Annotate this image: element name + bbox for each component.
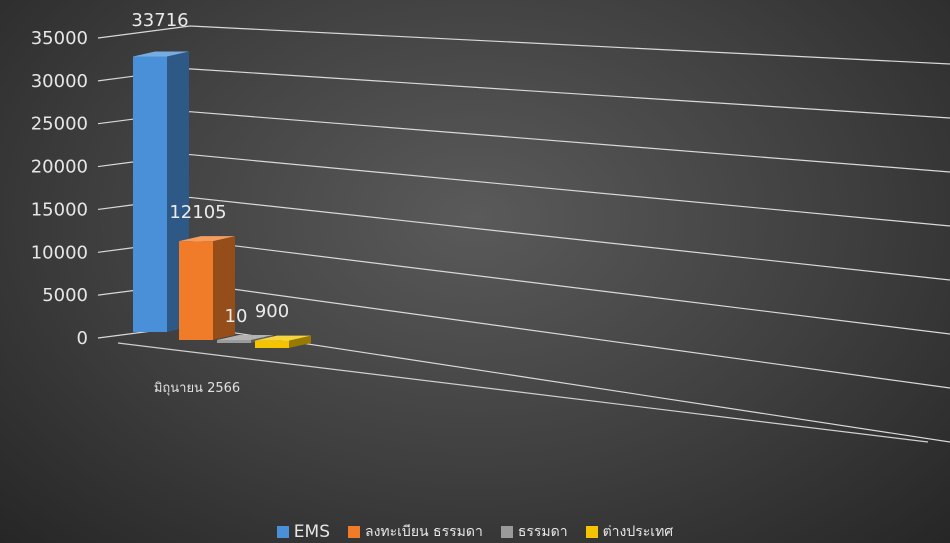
gridline <box>189 25 950 65</box>
bar-top <box>255 335 311 341</box>
y-tick-label: 30000 <box>31 71 88 92</box>
gridlines: 0 5000 10000 15000 20000 25000 30000 35000 <box>31 25 950 443</box>
legend: EMS ลงทะเบียน ธรรมดา ธรรมดา ต่างประเทศ <box>0 522 950 542</box>
y-tick-label: 20000 <box>31 157 88 178</box>
bar-front <box>217 340 251 343</box>
y-tick-label: 35000 <box>31 28 88 49</box>
gridline <box>189 68 950 119</box>
legend-item-registered: ลงทะเบียน ธรรมดา <box>347 521 483 543</box>
gridline <box>189 153 950 227</box>
legend-label-ems: EMS <box>293 522 330 542</box>
bar-side <box>289 335 311 348</box>
x-tick-label: มิถุนายน 2566 <box>154 381 240 396</box>
legend-item-ordinary: ธรรมดา <box>500 521 568 543</box>
legend-swatch-registered <box>347 526 360 538</box>
legend-swatch-ordinary <box>500 526 513 538</box>
y-tick-label: 0 <box>77 328 88 349</box>
bars <box>133 51 311 348</box>
y-tick-label: 15000 <box>31 199 88 220</box>
data-label: 12105 <box>169 202 226 223</box>
legend-item-international: ต่างประเทศ <box>585 521 674 543</box>
bar-front <box>133 56 167 332</box>
bar-top <box>179 236 235 242</box>
gridline <box>189 325 950 443</box>
bar-top <box>133 51 189 57</box>
gridline <box>189 239 950 335</box>
y-tick-label: 25000 <box>31 114 88 135</box>
legend-label-ordinary: ธรรมดา <box>517 524 568 540</box>
legend-swatch-international <box>585 526 598 538</box>
bar-side <box>213 236 235 340</box>
legend-label-registered: ลงทะเบียน ธรรมดา <box>364 524 483 540</box>
data-label: 900 <box>255 301 289 322</box>
gridline <box>189 282 950 389</box>
bar-top <box>217 335 273 340</box>
bar-front <box>255 340 289 348</box>
legend-item-ems: EMS <box>276 522 330 542</box>
gridline <box>189 111 950 173</box>
legend-label-international: ต่างประเทศ <box>602 524 674 540</box>
data-label: 33716 <box>131 10 188 31</box>
floor-line <box>117 342 929 443</box>
legend-swatch-ems <box>276 526 289 538</box>
bar-front <box>179 241 213 340</box>
data-label: 10 <box>225 306 248 327</box>
bar-1 <box>179 236 235 340</box>
bar-3 <box>255 335 311 348</box>
gridline-connector <box>97 25 191 39</box>
y-tick-label: 10000 <box>31 242 88 263</box>
y-tick-label: 5000 <box>42 285 88 306</box>
gridline <box>189 196 950 281</box>
